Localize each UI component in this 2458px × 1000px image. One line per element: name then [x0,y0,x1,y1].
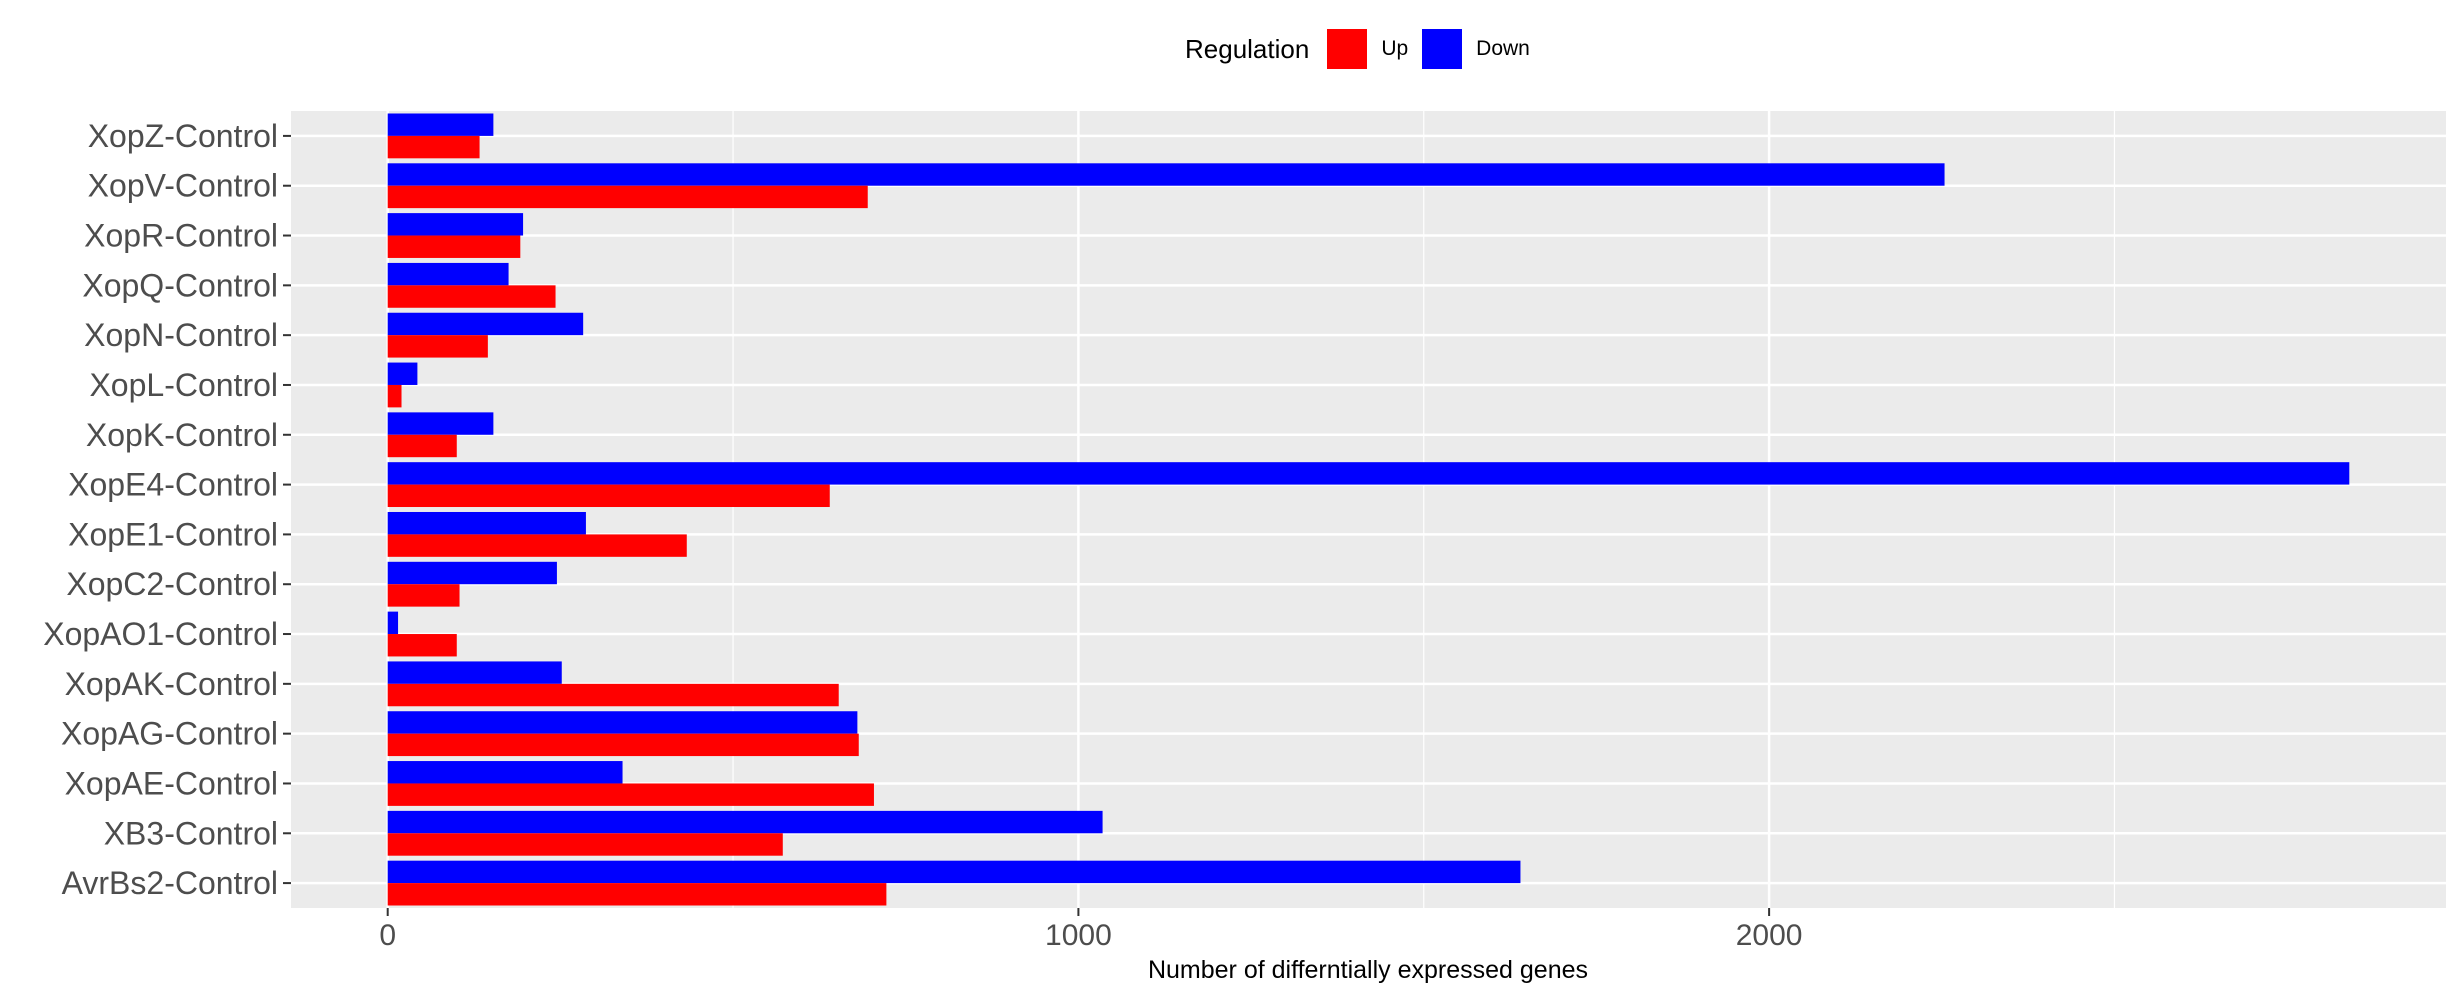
legend: Regulation Up Down [1185,28,1544,70]
bar-down-XopAK-Control [388,661,562,683]
bar-up-XopE1-Control [388,534,687,556]
x-tick-label: 0 [379,919,396,952]
bar-down-XopC2-Control [388,562,557,584]
bar-up-XopV-Control [388,186,868,208]
bar-up-XopR-Control [388,236,521,258]
x-tick-label: 2000 [1736,919,1803,952]
x-axis-title: Number of differntially expressed genes [1148,956,1588,984]
bar-down-XopV-Control [388,163,1945,185]
y-axis: AvrBs2-Control XB3-Control XopAE-Control Xo… [43,118,291,901]
bar-up-XB3-Control [388,833,783,855]
bar-up-XopAK-Control [388,684,839,706]
bar-up-XopAO1-Control [388,634,457,656]
x-tick-label: 1000 [1045,919,1112,952]
y-tick-label: XopE1-Control [68,516,278,552]
y-tick-label: XopQ-Control [82,267,278,303]
legend-key-up [1327,29,1367,69]
bar-down-XopL-Control [388,363,418,385]
y-tick-label: XopAO1-Control [43,616,278,652]
bar-up-XopL-Control [388,385,402,407]
y-tick-label: XopR-Control [84,218,278,254]
bar-down-XopAE-Control [388,761,623,783]
y-tick-label: XB3-Control [104,815,278,851]
bar-up-XopC2-Control [388,584,460,606]
legend-label-up: Up [1381,37,1408,61]
legend-title: Regulation [1185,34,1309,65]
bar-down-XopZ-Control [388,113,494,135]
y-tick-label: XopAE-Control [65,765,278,801]
bar-down-AvrBs2-Control [388,861,1521,883]
bar-up-XopAG-Control [388,734,859,756]
bar-up-XopE4-Control [388,485,830,507]
bar-up-XopK-Control [388,435,457,457]
bar-down-XB3-Control [388,811,1103,833]
y-tick-label: XopK-Control [86,417,278,453]
bar-up-XopN-Control [388,335,488,357]
bar-down-XopAG-Control [388,711,858,733]
bar-down-XopR-Control [388,213,523,235]
bar-down-XopAO1-Control [388,612,398,634]
bar-down-XopQ-Control [388,263,509,285]
bar-up-XopAE-Control [388,783,874,805]
y-tick-label: XopC2-Control [66,566,278,602]
y-tick-label: XopE4-Control [68,467,278,503]
x-axis: 0 1000 2000 [379,908,1802,952]
y-tick-label: AvrBs2-Control [62,865,278,901]
legend-label-down: Down [1476,37,1530,61]
bar-down-XopN-Control [388,313,583,335]
bar-down-XopE4-Control [388,462,2350,484]
y-tick-label: XopZ-Control [88,118,278,154]
y-tick-label: XopL-Control [89,367,278,403]
bar-down-XopK-Control [388,412,494,434]
bar-up-XopZ-Control [388,136,480,158]
legend-key-down [1422,29,1462,69]
y-tick-label: XopAG-Control [61,716,278,752]
y-tick-label: XopN-Control [84,317,278,353]
bar-down-XopE1-Control [388,512,586,534]
bar-up-XopQ-Control [388,285,556,307]
bar-up-AvrBs2-Control [388,883,887,905]
y-tick-label: XopV-Control [88,168,278,204]
y-tick-label: XopAK-Control [65,666,278,702]
